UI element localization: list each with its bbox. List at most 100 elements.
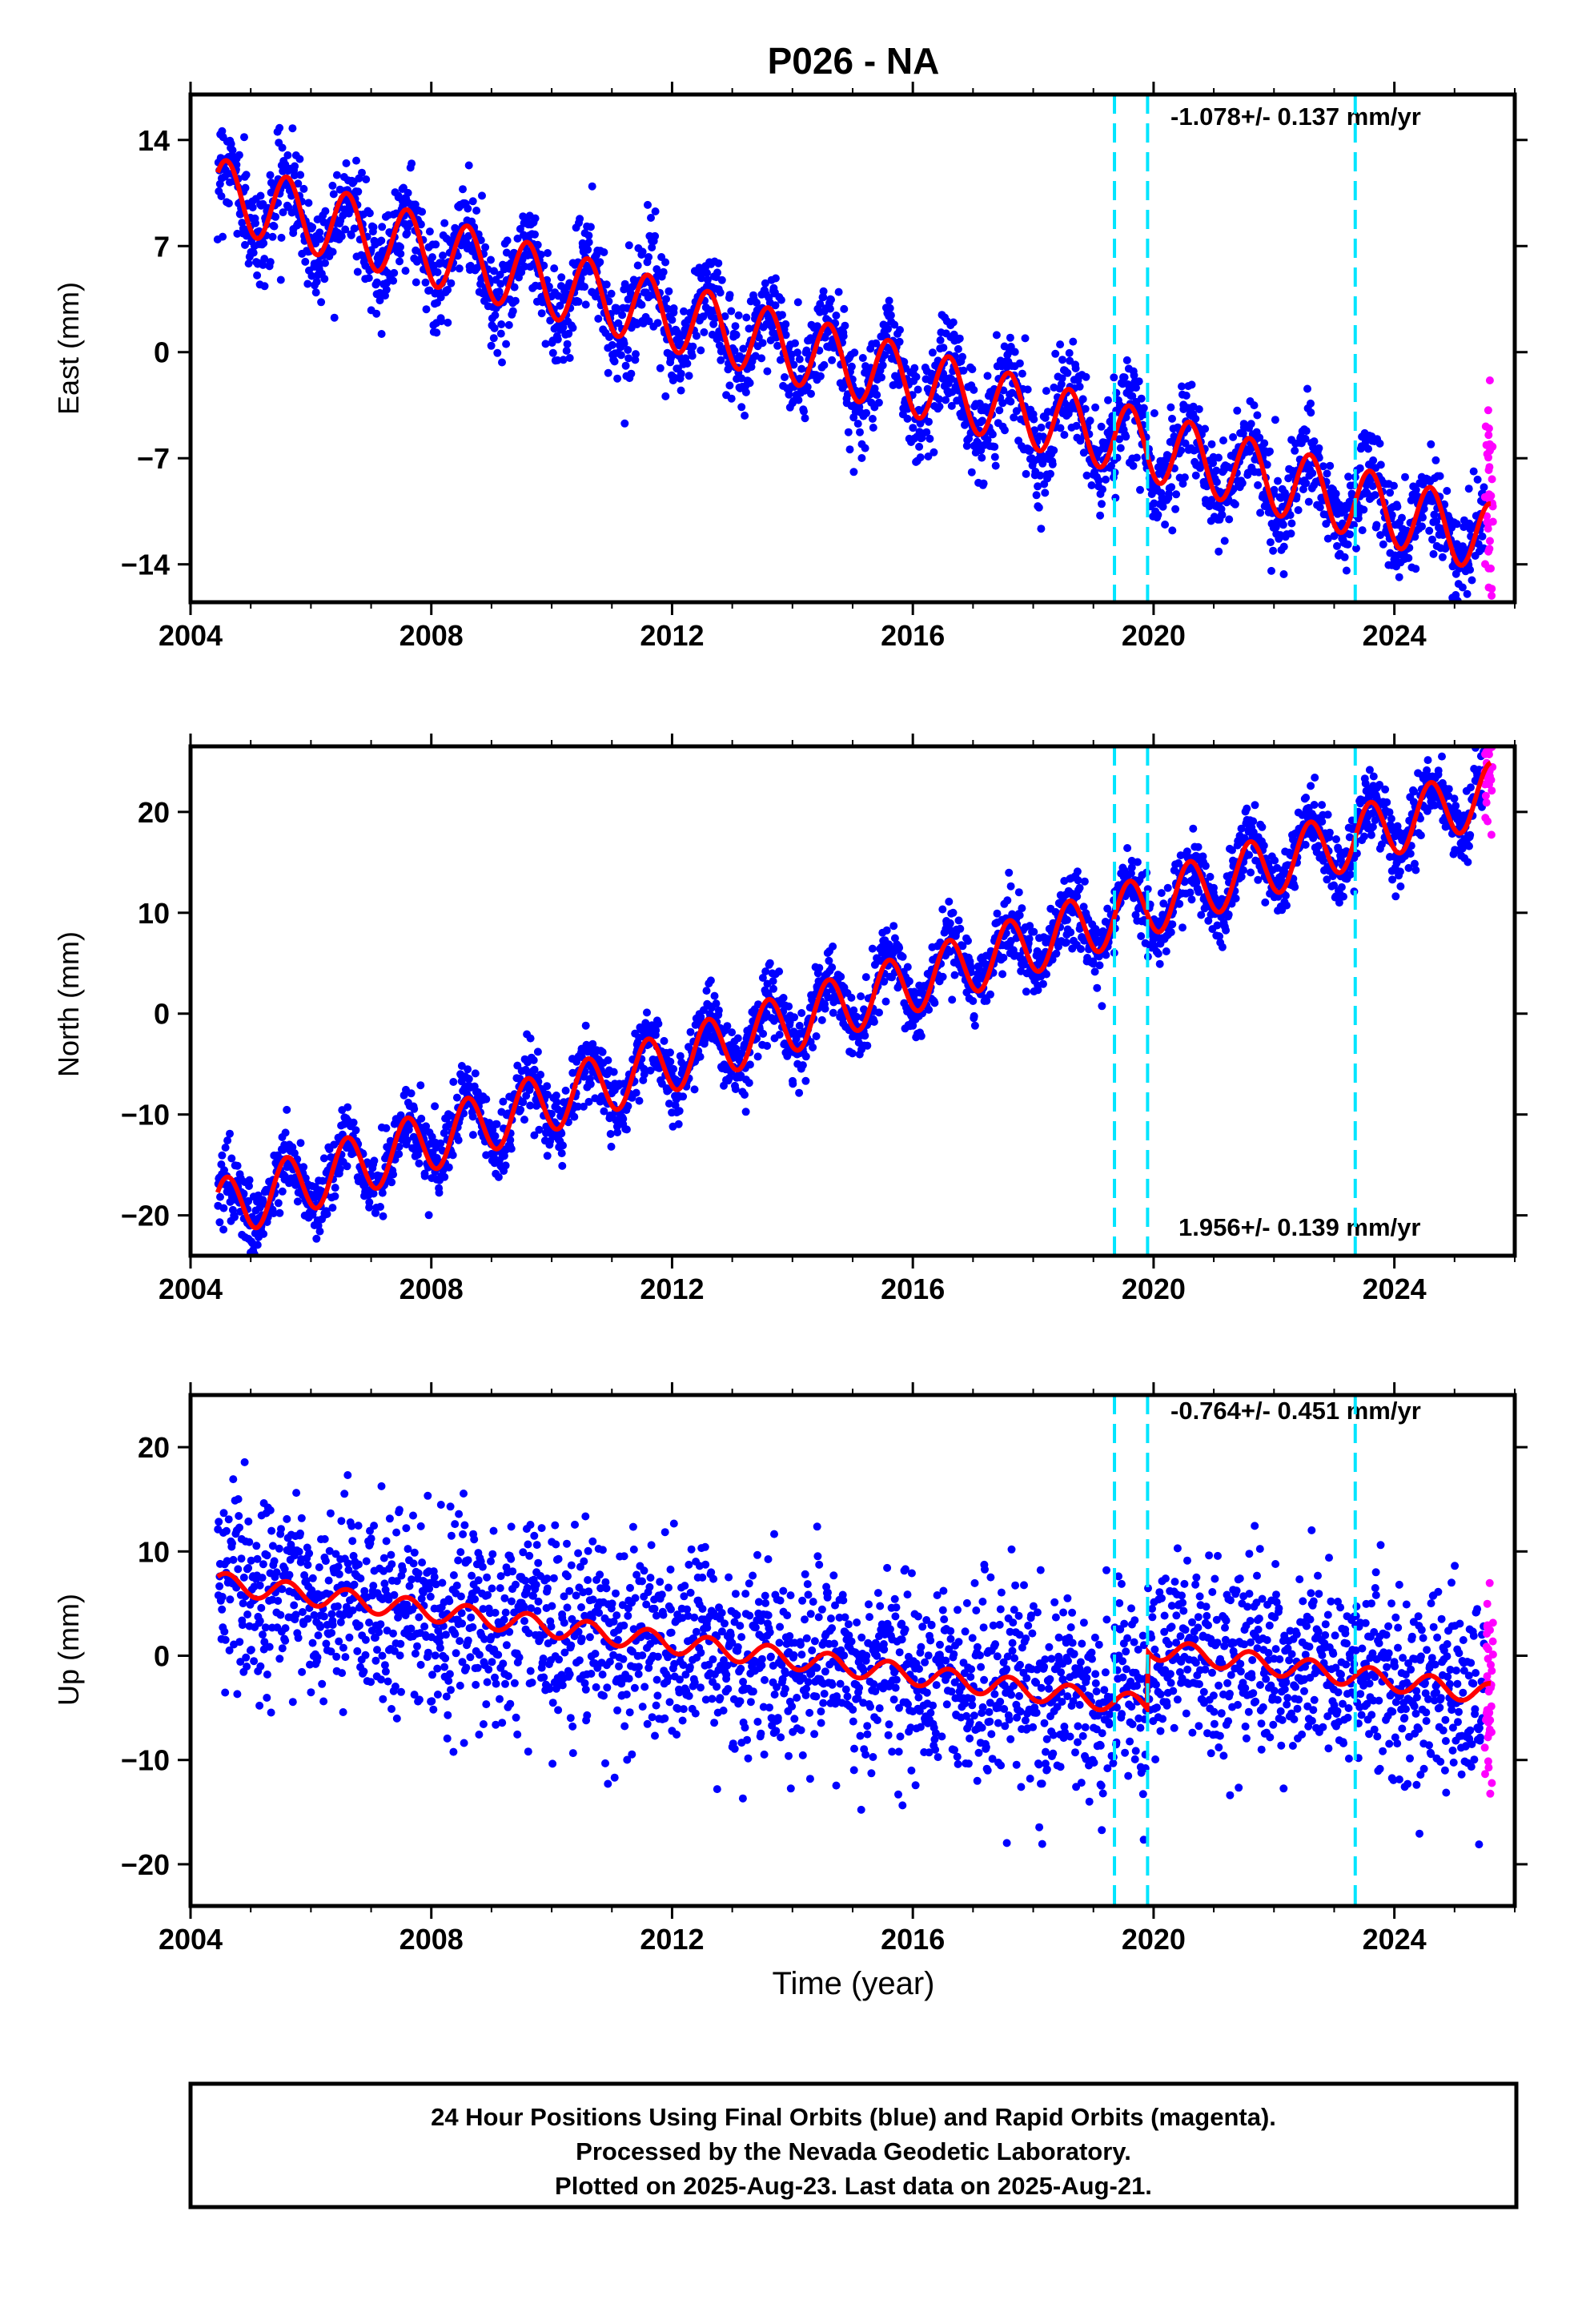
east-final-point — [1333, 541, 1341, 550]
north-final-point — [690, 1085, 699, 1094]
east-final-point — [279, 208, 287, 217]
north-final-point — [530, 1131, 539, 1140]
east-final-point — [1026, 446, 1034, 455]
north-final-point — [586, 1080, 595, 1088]
east-final-point — [256, 191, 265, 200]
north-final-point — [588, 1039, 597, 1048]
east-final-point — [240, 133, 248, 142]
north-final-point — [993, 909, 1002, 918]
east-final-point — [447, 279, 456, 287]
east-final-point — [1006, 397, 1015, 406]
east-final-point — [531, 230, 539, 239]
east-final-point — [342, 159, 351, 167]
east-final-point — [732, 331, 741, 340]
east-rapid-point — [1483, 512, 1492, 521]
east-final-point — [773, 341, 782, 350]
east-final-point — [776, 356, 785, 364]
east-final-point — [998, 399, 1007, 408]
east-final-point — [296, 171, 305, 179]
north-final-point — [520, 1116, 528, 1124]
east-final-point — [541, 340, 550, 348]
north-final-point — [1302, 794, 1311, 802]
east-final-point — [1122, 432, 1130, 441]
north-final-point — [482, 1095, 491, 1104]
east-final-point — [1015, 359, 1024, 368]
east-final-point — [703, 275, 712, 284]
north-final-point — [675, 1107, 684, 1116]
east-final-point — [1238, 479, 1247, 488]
east-final-point — [1435, 472, 1444, 480]
north-final-point — [869, 1018, 878, 1026]
east-final-point — [653, 319, 662, 328]
north-final-point — [227, 1154, 236, 1163]
north-final-point — [315, 1227, 324, 1236]
east-final-point — [362, 175, 371, 183]
north-final-point — [956, 924, 965, 933]
north-final-point — [741, 1091, 749, 1099]
east-final-point — [1178, 382, 1186, 391]
east-final-point — [288, 124, 297, 133]
east-final-point — [268, 232, 277, 241]
east-final-point — [807, 389, 815, 398]
east-final-point — [1303, 384, 1311, 393]
north-final-point — [903, 963, 912, 971]
east-final-point — [1207, 440, 1216, 448]
east-final-point — [1460, 605, 1468, 613]
east-final-point — [540, 261, 548, 270]
north-final-point — [464, 1075, 473, 1084]
east-final-point — [408, 159, 416, 168]
east-final-point — [244, 259, 253, 268]
north-final-point — [1318, 801, 1327, 810]
north-final-point — [624, 1102, 632, 1111]
east-final-point — [1270, 485, 1279, 494]
east-final-point — [1219, 436, 1227, 444]
east-final-point — [586, 223, 595, 231]
east-final-point — [1018, 369, 1026, 378]
east-final-point — [680, 307, 688, 316]
east-final-point — [1438, 553, 1447, 561]
east-final-point — [464, 231, 473, 240]
north-final-point — [863, 1041, 872, 1050]
north-final-point — [1258, 822, 1267, 831]
east-final-point — [727, 394, 736, 403]
east-final-point — [1419, 513, 1427, 522]
east-final-point — [1104, 396, 1112, 404]
east-final-point — [616, 351, 625, 360]
east-final-point — [353, 267, 362, 276]
north-final-point — [745, 1079, 753, 1088]
north-final-point — [696, 1052, 705, 1061]
east-final-point — [235, 151, 243, 159]
east-final-point — [1041, 489, 1050, 497]
north-final-point — [335, 1164, 344, 1173]
north-final-point — [559, 1141, 567, 1150]
north-final-point — [779, 994, 788, 1002]
east-final-point — [745, 379, 754, 388]
north-rate-label: 1.956+/- 0.139 mm/yr — [1178, 1213, 1420, 1241]
east-final-point — [841, 321, 849, 330]
east-final-point — [1058, 374, 1066, 383]
north-final-point — [1093, 983, 1102, 992]
east-final-point — [925, 417, 933, 426]
east-final-point — [1319, 462, 1327, 471]
east-final-point — [1431, 456, 1440, 464]
east-final-point — [481, 243, 490, 251]
east-final-point — [554, 292, 563, 300]
east-final-point — [669, 304, 678, 312]
east-frame — [188, 92, 1517, 605]
east-final-point — [491, 311, 500, 320]
north-final-point — [1201, 862, 1210, 870]
figure-title: P026 - NA — [768, 40, 940, 82]
east-y-tick-label: 0 — [154, 336, 170, 369]
north-final-point — [797, 1009, 806, 1017]
east-final-point — [1010, 413, 1018, 422]
east-final-point — [1301, 434, 1310, 443]
east-final-point — [228, 146, 237, 155]
east-rapid-point — [1484, 431, 1493, 440]
east-final-point — [1137, 394, 1146, 403]
east-final-point — [553, 356, 562, 364]
east-final-point — [624, 354, 633, 363]
east-final-point — [781, 331, 790, 340]
east-final-point — [1023, 385, 1032, 394]
east-final-point — [793, 348, 801, 357]
